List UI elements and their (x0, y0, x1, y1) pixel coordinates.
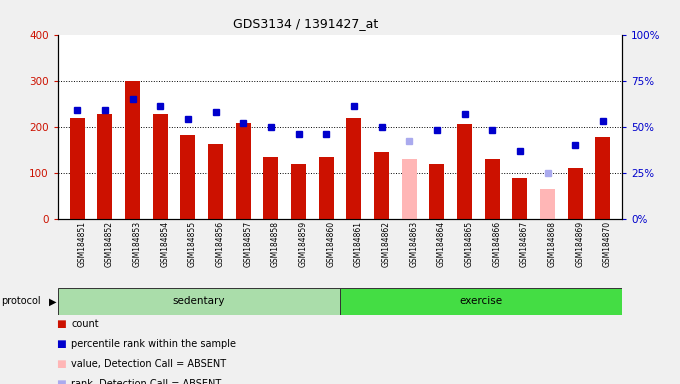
Text: GSM184864: GSM184864 (437, 221, 446, 267)
Bar (291, 164, 306, 219)
Text: sedentary: sedentary (173, 296, 225, 306)
Text: ■: ■ (56, 359, 66, 369)
Bar (485, 159, 500, 219)
Text: GSM184853: GSM184853 (133, 221, 141, 267)
Bar (58, 288, 340, 315)
Text: count: count (71, 319, 99, 329)
Text: GSM184863: GSM184863 (409, 221, 418, 267)
Text: GSM184869: GSM184869 (575, 221, 584, 267)
Bar (152, 114, 168, 219)
Bar (318, 157, 334, 219)
Text: GSM184867: GSM184867 (520, 221, 529, 267)
Text: protocol: protocol (1, 296, 41, 306)
Bar (346, 118, 362, 219)
Bar (595, 137, 611, 219)
Bar (208, 144, 223, 219)
Text: GSM184859: GSM184859 (299, 221, 307, 267)
Bar (97, 114, 112, 219)
Text: ■: ■ (56, 339, 66, 349)
Bar (125, 81, 140, 219)
Bar (69, 118, 85, 219)
Text: GSM184861: GSM184861 (354, 221, 363, 267)
Bar (457, 124, 472, 219)
Text: rank, Detection Call = ABSENT: rank, Detection Call = ABSENT (71, 379, 222, 384)
Text: GSM184851: GSM184851 (77, 221, 86, 267)
Text: GDS3134 / 1391427_at: GDS3134 / 1391427_at (233, 17, 379, 30)
Text: GSM184862: GSM184862 (381, 221, 390, 267)
Bar (540, 189, 555, 219)
Text: GSM184855: GSM184855 (188, 221, 197, 267)
Text: GSM184858: GSM184858 (271, 221, 280, 267)
Text: GSM184857: GSM184857 (243, 221, 252, 267)
Text: GSM184866: GSM184866 (492, 221, 501, 267)
Text: exercise: exercise (460, 296, 503, 306)
Text: GSM184870: GSM184870 (603, 221, 612, 267)
Text: GSM184856: GSM184856 (216, 221, 224, 267)
Bar (180, 135, 195, 219)
Bar (263, 157, 278, 219)
Text: ▶: ▶ (49, 296, 56, 306)
Bar (340, 288, 622, 315)
Bar (512, 178, 528, 219)
Text: GSM184852: GSM184852 (105, 221, 114, 267)
Text: ■: ■ (56, 379, 66, 384)
Bar (568, 168, 583, 219)
Text: percentile rank within the sample: percentile rank within the sample (71, 339, 237, 349)
Text: GSM184860: GSM184860 (326, 221, 335, 267)
Bar (429, 164, 445, 219)
Bar (235, 124, 251, 219)
Bar (374, 152, 389, 219)
Bar (402, 159, 417, 219)
Text: ■: ■ (56, 319, 66, 329)
Text: GSM184868: GSM184868 (547, 221, 556, 267)
Text: GSM184854: GSM184854 (160, 221, 169, 267)
Text: GSM184865: GSM184865 (464, 221, 473, 267)
Text: value, Detection Call = ABSENT: value, Detection Call = ABSENT (71, 359, 226, 369)
